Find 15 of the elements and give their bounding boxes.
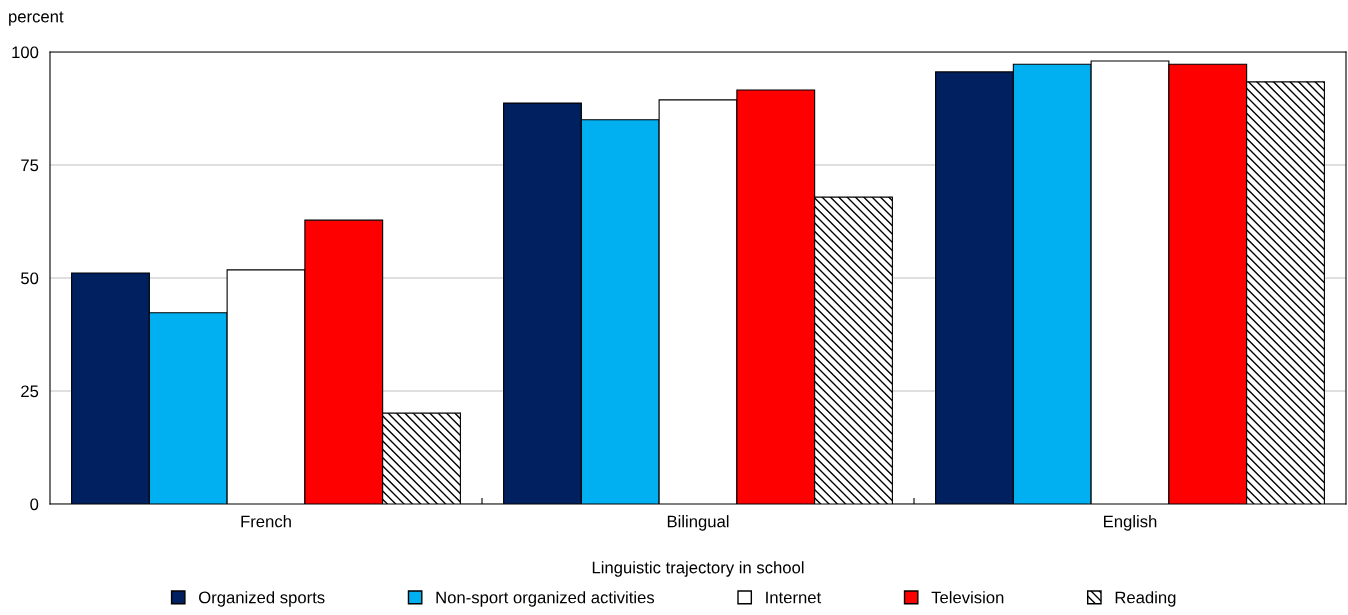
y-tick-label: 75 bbox=[21, 159, 39, 172]
y-tick-label: 0 bbox=[30, 498, 39, 511]
x-tick-label: French bbox=[241, 515, 291, 528]
y-tick-label: 100 bbox=[12, 46, 39, 59]
x-tick-label: Bilingual bbox=[667, 515, 729, 531]
legend-label: Non-sport organized activities bbox=[436, 591, 655, 607]
y-tick-label: 25 bbox=[21, 385, 39, 398]
y-axis-title: percent bbox=[9, 11, 64, 26]
legend-label: Television bbox=[931, 591, 1004, 604]
x-axis-title: Linguistic trajectory in school bbox=[592, 561, 804, 577]
legend-label: Internet bbox=[766, 591, 822, 604]
legend-label: Reading bbox=[1115, 591, 1176, 607]
y-tick-label: 50 bbox=[21, 272, 39, 285]
legend-label: Organized sports bbox=[199, 591, 325, 607]
x-tick-label: English bbox=[1104, 515, 1157, 531]
